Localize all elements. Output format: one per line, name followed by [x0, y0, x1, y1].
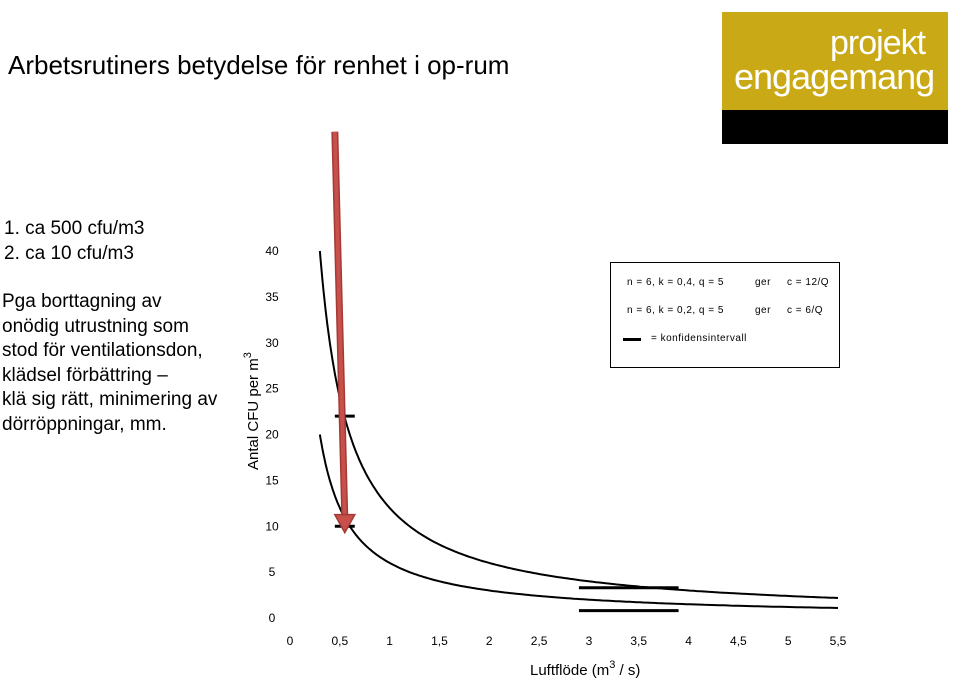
explanation-line: stod för ventilationsdon,	[2, 340, 203, 361]
legend-ger-2: ger	[755, 305, 771, 316]
x-axis-label-end: / s)	[615, 662, 640, 679]
y-tick-label: 35	[265, 290, 279, 304]
y-tick-label: 0	[269, 611, 276, 625]
x-tick-label: 4,5	[730, 634, 747, 648]
page-title: Arbetsrutiners betydelse för renhet i op…	[8, 50, 510, 80]
legend-ci-swatch	[623, 338, 641, 341]
legend-row-1: n = 6, k = 0,4, q = 5 ger c = 12/Q	[627, 277, 829, 288]
legend-row-2: n = 6, k = 0,2, q = 5 ger c = 6/Q	[627, 305, 823, 316]
y-tick-labels: 0 5 10 15 20 25 30 35 40	[265, 244, 279, 625]
logo: projekt engagemang	[722, 12, 948, 144]
arrow-annotation	[331, 131, 357, 535]
x-tick-label: 2	[486, 634, 493, 648]
legend-formula-1: c = 12/Q	[787, 277, 830, 288]
explanation-line: klä sig rätt, minimering av	[2, 389, 218, 410]
legend-params-2: n = 6, k = 0,2, q = 5	[627, 305, 724, 316]
x-axis-label-text: Luftflöde (m	[530, 662, 609, 679]
legend-params-1: n = 6, k = 0,4, q = 5	[627, 277, 724, 288]
legend-row-3: = konfidensintervall	[651, 333, 747, 344]
arrow-head	[333, 513, 357, 535]
y-tick-label: 15	[265, 473, 279, 487]
x-tick-label: 5	[785, 634, 792, 648]
x-tick-label: 1	[386, 634, 393, 648]
y-axis-label: Antal CFU per m3	[242, 352, 262, 470]
y-tick-label: 25	[265, 382, 279, 396]
logo-text-projekt: projekt	[830, 24, 926, 62]
logo-text-engagemang: engagemang	[734, 56, 935, 97]
result-list: 1. ca 500 cfu/m3 2. ca 10 cfu/m3	[4, 216, 144, 266]
explanation-text: Pga borttagning av onödig utrustning som…	[2, 290, 242, 437]
x-tick-label: 0,5	[331, 634, 348, 648]
x-tick-label: 1,5	[431, 634, 448, 648]
x-axis-label-sup: 3	[609, 659, 615, 671]
x-tick-label: 5,5	[830, 634, 847, 648]
x-axis-label: Luftflöde (m3 / s)	[530, 659, 640, 679]
x-tick-label: 4	[685, 634, 692, 648]
x-tick-label: 3	[586, 634, 593, 648]
explanation-line: Pga borttagning av	[2, 291, 162, 312]
curve-line	[318, 434, 839, 609]
arrow-shaft	[332, 131, 347, 519]
x-tick-label: 3,5	[630, 634, 647, 648]
y-tick-label: 40	[265, 244, 279, 258]
explanation-line: klädsel förbättring –	[2, 364, 168, 386]
curve-line	[318, 250, 839, 599]
x-tick-label: 0	[287, 634, 294, 648]
y-axis-label-text: Antal CFU per m	[245, 358, 262, 470]
x-tick-label: 2,5	[531, 634, 548, 648]
list-item: 2. ca 10 cfu/m3	[4, 243, 134, 264]
list-item: 1. ca 500 cfu/m3	[4, 218, 145, 239]
legend-ger-1: ger	[755, 277, 771, 288]
explanation-line: dörröppningar, mm.	[2, 413, 167, 435]
y-tick-label: 20	[265, 428, 279, 442]
y-axis-label-sup: 3	[242, 352, 254, 358]
explanation-line: onödig utrustning som	[2, 315, 189, 337]
legend-formula-2: c = 6/Q	[787, 305, 824, 316]
confidence-intervals	[334, 414, 679, 613]
legend: n = 6, k = 0,4, q = 5 ger c = 12/Q n = 6…	[610, 262, 840, 368]
y-tick-label: 10	[265, 519, 279, 533]
y-tick-label: 30	[265, 336, 279, 350]
x-tick-labels: 0 0,5 1 1,5 2 2,5 3 3,5 4 4,5 5 5,5	[287, 634, 847, 648]
logo-bar	[722, 110, 948, 144]
y-tick-label: 5	[269, 565, 276, 579]
